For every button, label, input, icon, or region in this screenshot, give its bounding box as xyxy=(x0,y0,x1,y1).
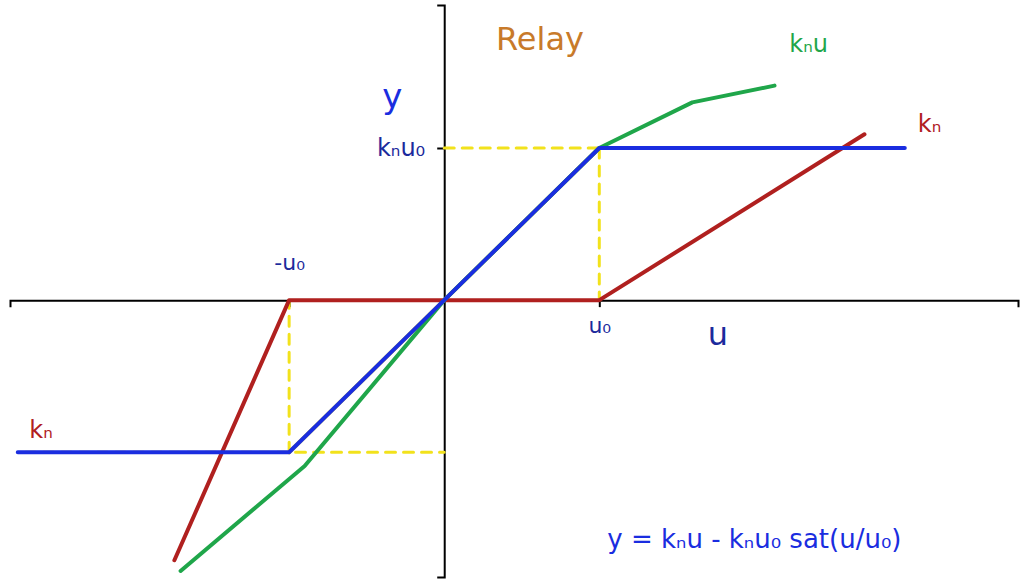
series-line xyxy=(174,134,864,560)
x-tick: u₀ xyxy=(588,300,611,338)
x-tick-label: -u₀ xyxy=(274,250,305,275)
series-line xyxy=(18,148,905,452)
y-axis: kₙu₀ xyxy=(377,6,445,578)
series-line xyxy=(288,300,291,452)
y-axis-title: y xyxy=(382,76,402,116)
series-line xyxy=(181,86,775,571)
x-axis-title: u xyxy=(708,315,728,353)
x-tick-label: u₀ xyxy=(588,313,611,338)
plot-lines xyxy=(18,86,910,571)
annotation: kₙ xyxy=(918,110,941,138)
y-tick: kₙu₀ xyxy=(377,134,444,162)
annotation: kₙu xyxy=(789,30,828,58)
y-axis-line xyxy=(437,6,445,578)
x-axis: -u₀ u₀ xyxy=(11,250,1019,338)
chart: -u₀ u₀ kₙu₀ Relay y u kₙu kₙ kₙ y = kₙu - kₙu₀ sa… xyxy=(0,0,1034,582)
annotation: kₙ xyxy=(29,416,52,444)
y-tick-label: kₙu₀ xyxy=(377,134,425,162)
series-line xyxy=(598,148,601,300)
annotation: y = kₙu - kₙu₀ sat(u/u₀) xyxy=(607,524,901,554)
title: Relay xyxy=(496,20,584,58)
